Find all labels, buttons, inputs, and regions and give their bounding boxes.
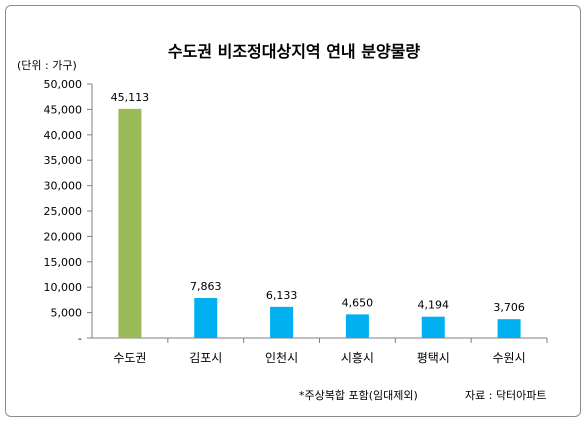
x-tick-label: 수도권: [113, 351, 146, 365]
y-tick-label: 45,000: [44, 103, 83, 116]
data-label: 6,133: [266, 289, 298, 302]
source-note: 자료 : 닥터아파트: [465, 389, 547, 402]
x-tick-label: 김포시: [189, 351, 222, 365]
x-tick-label: 시흥시: [341, 351, 374, 365]
y-tick-label: -: [78, 332, 82, 345]
x-tick-label: 인천시: [265, 350, 298, 365]
bar: [345, 314, 369, 338]
bar: [194, 298, 218, 338]
x-tick-label: 수원시: [493, 351, 526, 365]
chart-title: 수도권 비조정대상지역 연내 분양물량: [167, 42, 421, 61]
y-tick-label: 5,000: [51, 307, 83, 320]
bar: [421, 316, 445, 338]
bar: [118, 108, 142, 338]
y-tick-label: 35,000: [44, 154, 83, 167]
y-tick-label: 50,000: [44, 78, 83, 91]
y-tick-label: 20,000: [44, 230, 83, 243]
x-tick-label: 평택시: [417, 351, 450, 365]
y-tick-label: 15,000: [44, 256, 83, 269]
bar: [497, 319, 521, 338]
y-tick-label: 10,000: [44, 281, 83, 294]
chart-frame: [5, 5, 581, 417]
data-label: 4,650: [342, 296, 374, 309]
data-label: 7,863: [190, 280, 222, 293]
bar: [270, 306, 294, 338]
data-label: 4,194: [418, 299, 450, 312]
data-label: 45,113: [111, 91, 150, 104]
footnote: *주상복합 포함(임대제외): [299, 389, 418, 402]
y-tick-label: 30,000: [44, 180, 83, 193]
unit-label: (단위 : 가구): [17, 59, 77, 72]
y-tick-label: 25,000: [44, 205, 83, 218]
data-label: 3,706: [493, 301, 525, 314]
y-tick-label: 40,000: [44, 129, 83, 142]
